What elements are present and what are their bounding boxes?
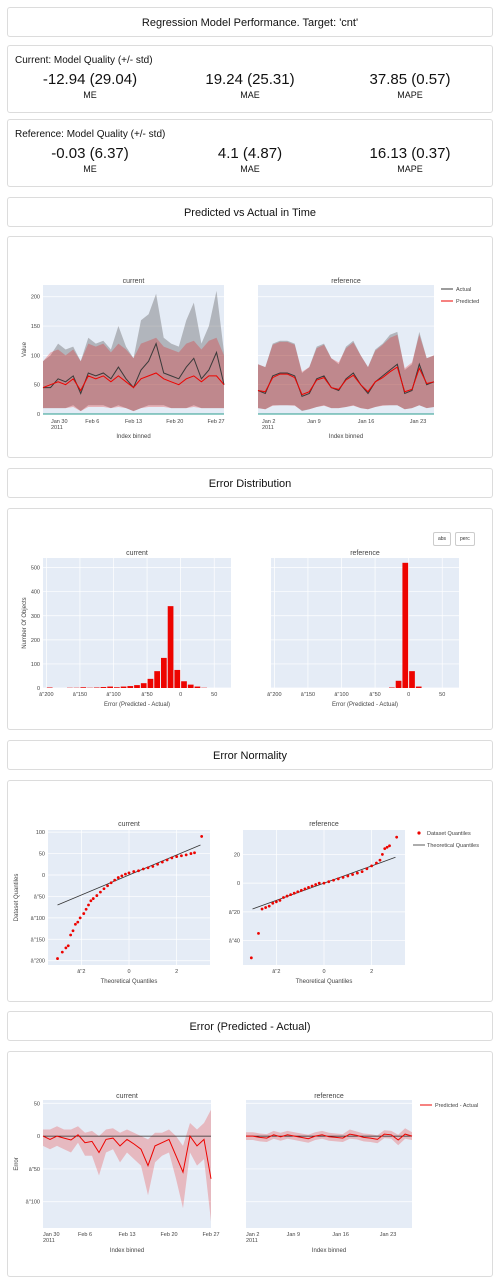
pred-vs-actual-title: Predicted vs Actual in Time <box>183 207 317 219</box>
reference-quality-label: Reference: Model Quality (+/- std) <box>15 129 166 140</box>
error-time-chart-card <box>7 1051 493 1277</box>
reference-me: -0.03 (6.37) ME <box>10 145 170 174</box>
error-time-title-card: Error (Predicted - Actual) <box>7 1011 493 1041</box>
reference-mape: 16.13 (0.37) MAPE <box>330 145 490 174</box>
abs-button[interactable]: abs <box>433 532 452 546</box>
current-quality-card: Current: Model Quality (+/- std) -12.94 … <box>7 45 493 113</box>
current-mae-value: 19.24 (25.31) <box>205 71 295 88</box>
current-mae: 19.24 (25.31) MAE <box>170 71 330 100</box>
error-distribution-title: Error Distribution <box>208 478 292 490</box>
reference-me-value: -0.03 (6.37) <box>51 145 129 162</box>
current-me-label: ME <box>83 90 97 100</box>
reference-me-label: ME <box>83 164 97 174</box>
error-normality-chart-card <box>7 780 493 1002</box>
error-time-title: Error (Predicted - Actual) <box>189 1021 311 1033</box>
report-title-card: Regression Model Performance. Target: 'c… <box>7 7 493 37</box>
reference-mae: 4.1 (4.87) MAE <box>170 145 330 174</box>
current-quality-label: Current: Model Quality (+/- std) <box>15 55 153 66</box>
reference-mae-label: MAE <box>240 164 260 174</box>
pred-vs-actual-chart-card <box>7 236 493 458</box>
current-me: -12.94 (29.04) ME <box>10 71 170 100</box>
error-distribution-title-card: Error Distribution <box>7 468 493 498</box>
current-mape-value: 37.85 (0.57) <box>369 71 451 88</box>
reference-mape-label: MAPE <box>397 164 423 174</box>
report-title: Regression Model Performance. Target: 'c… <box>141 17 359 29</box>
current-mape: 37.85 (0.57) MAPE <box>330 71 490 100</box>
perc-button[interactable]: perc <box>455 532 475 546</box>
current-mape-label: MAPE <box>397 90 423 100</box>
reference-mape-value: 16.13 (0.37) <box>369 145 451 162</box>
error-normality-title: Error Normality <box>213 750 287 762</box>
reference-mae-value: 4.1 (4.87) <box>217 145 283 162</box>
error-distribution-chart-card <box>7 508 493 730</box>
error-normality-title-card: Error Normality <box>7 740 493 770</box>
reference-quality-card: Reference: Model Quality (+/- std) -0.03… <box>7 119 493 187</box>
pred-vs-actual-title-card: Predicted vs Actual in Time <box>7 197 493 227</box>
current-me-value: -12.94 (29.04) <box>42 71 138 88</box>
current-mae-label: MAE <box>240 90 260 100</box>
